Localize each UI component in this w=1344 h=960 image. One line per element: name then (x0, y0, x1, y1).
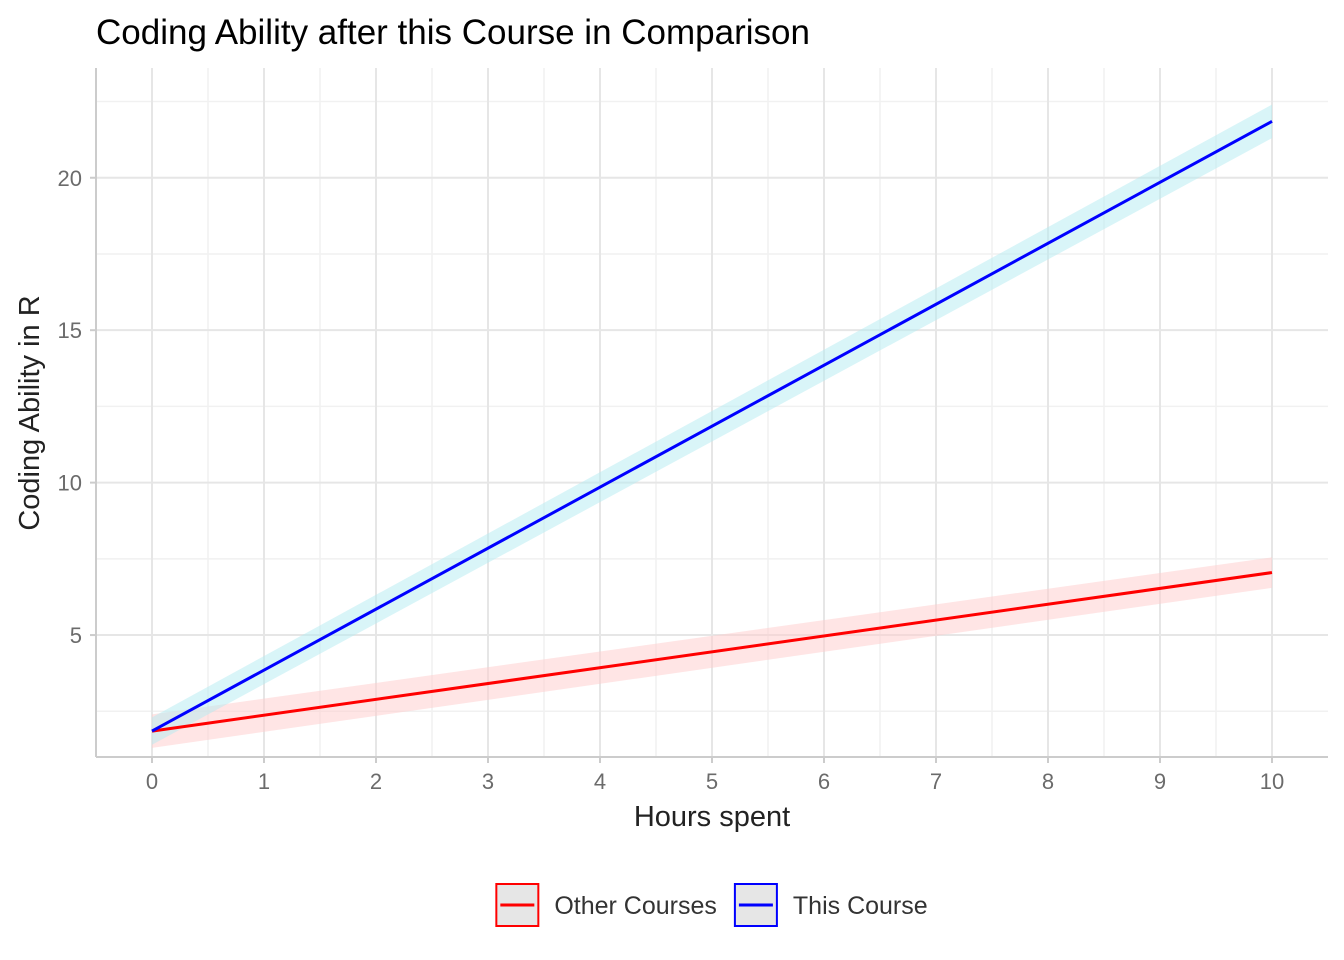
y-axis-ticks: 5 10 15 20 (58, 166, 96, 648)
x-tick-label: 6 (818, 769, 830, 794)
series-lines (151, 120, 1273, 733)
x-tick-label: 8 (1042, 769, 1054, 794)
y-tick-label: 5 (70, 623, 82, 648)
legend: Other Courses This Course (495, 883, 928, 927)
x-tick-label: 0 (146, 769, 158, 794)
x-tick-label: 1 (258, 769, 270, 794)
legend-label: This Course (793, 892, 928, 920)
x-axis-ticks: 0 1 2 3 4 5 6 7 8 9 10 (146, 757, 1284, 794)
y-tick-label: 20 (58, 166, 82, 191)
legend-item: This Course (733, 883, 928, 927)
x-tick-label: 7 (930, 769, 942, 794)
x-tick-label: 10 (1260, 769, 1284, 794)
series-line (151, 120, 1273, 733)
x-tick-label: 4 (594, 769, 606, 794)
y-tick-label: 15 (58, 318, 82, 343)
x-tick-label: 3 (482, 769, 494, 794)
x-tick-label: 5 (706, 769, 718, 794)
x-tick-label: 9 (1154, 769, 1166, 794)
y-axis-title: Coding Ability in R (14, 295, 46, 530)
legend-item: Other Courses (495, 883, 717, 927)
series-line (151, 571, 1273, 733)
chart-title: Coding Ability after this Course in Comp… (96, 13, 810, 52)
x-tick-label: 2 (370, 769, 382, 794)
x-axis-title: Hours spent (634, 801, 790, 833)
y-tick-label: 10 (58, 471, 82, 496)
plot-area (95, 68, 1328, 758)
legend-label: Other Courses (554, 892, 717, 920)
